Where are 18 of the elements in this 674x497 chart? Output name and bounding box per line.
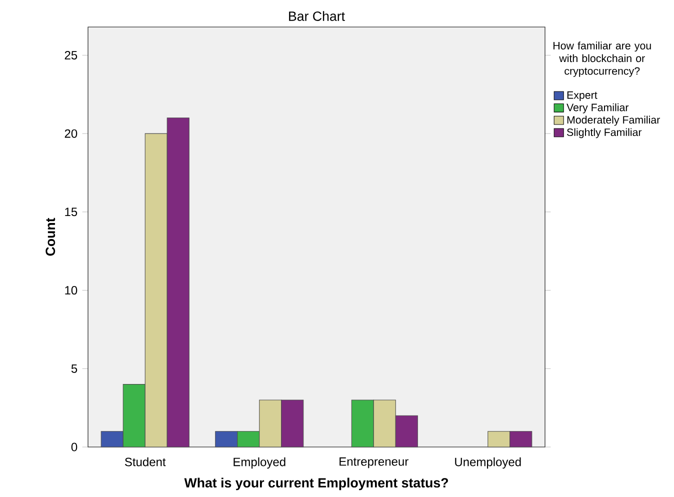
legend-label: Slightly Familiar: [567, 128, 642, 138]
legend-label: Expert: [567, 91, 598, 101]
y-tick-label: 0: [71, 442, 78, 452]
y-tick-label: 25: [64, 50, 78, 60]
x-axis-title: What is your current Employment status?: [184, 478, 448, 490]
legend-title: How familiar are you with blockchain or cryptocurrency?: [554, 42, 651, 77]
y-tick-label: 10: [65, 286, 78, 295]
x-tick-label: Student: [124, 457, 166, 466]
legend-label: Moderately Familiar: [567, 116, 660, 126]
legend-label: Very Familiar: [566, 103, 629, 114]
x-tick-label: Unemployed: [455, 457, 521, 469]
x-tick-label: Entrepreneur: [340, 457, 408, 468]
y-tick-label: 15: [65, 208, 78, 216]
chart-title: Bar Chart: [289, 11, 345, 21]
y-axis-title: Count: [46, 218, 56, 256]
y-tick-label: 20: [64, 129, 78, 138]
x-tick-label: Employed: [234, 457, 286, 469]
y-tick-label: 5: [71, 364, 78, 373]
